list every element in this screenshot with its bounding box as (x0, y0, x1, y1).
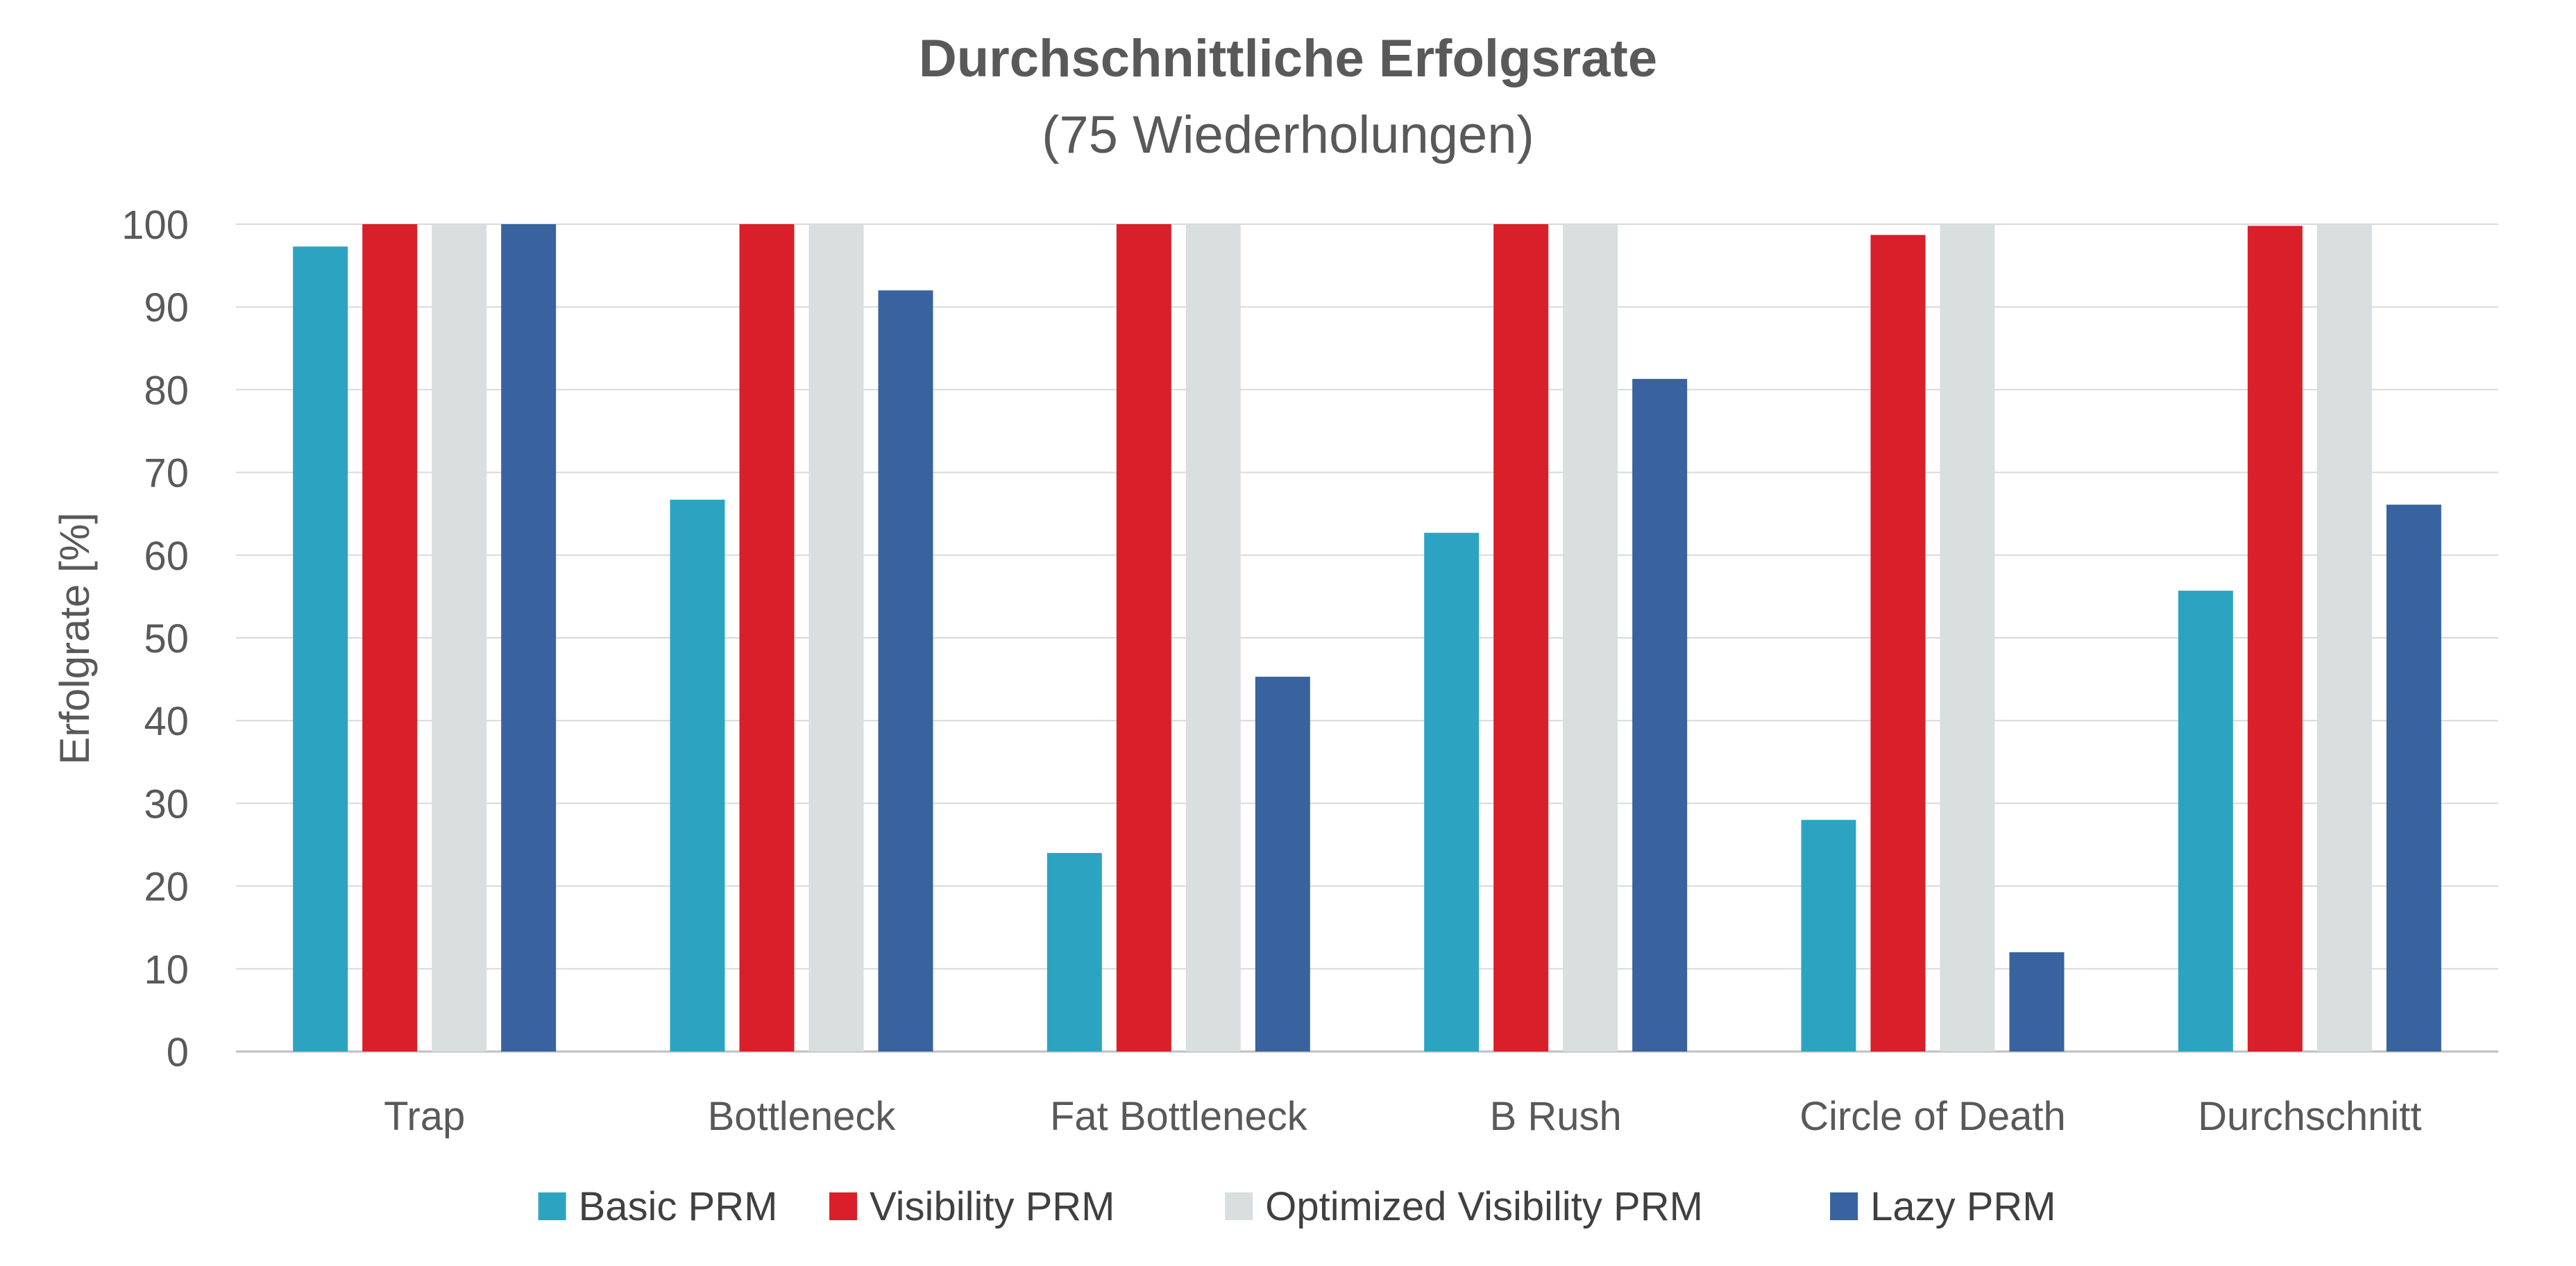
bar (2247, 226, 2303, 1052)
y-tick-label: 80 (144, 368, 189, 413)
x-axis-ticks: Trap Bottleneck Fat Bottleneck B Rush Circle… (384, 1094, 2421, 1139)
bar (1116, 224, 1171, 1052)
gridlines (236, 223, 2498, 1053)
legend-swatch (538, 1192, 566, 1220)
bar (2009, 952, 2065, 1052)
bar (1801, 820, 1856, 1052)
bar (362, 224, 418, 1052)
x-tick-label: Durchschnitt (2198, 1094, 2421, 1139)
x-tick-label: Bottleneck (708, 1094, 897, 1139)
bar (501, 224, 557, 1052)
legend-swatch (1225, 1192, 1253, 1220)
x-tick-label: Circle of Death (1799, 1094, 2066, 1139)
x-tick-label: B Rush (1490, 1094, 1622, 1139)
y-tick-label: 20 (144, 865, 189, 910)
bar (1185, 224, 1241, 1052)
bar (293, 246, 348, 1052)
bar (1424, 532, 1480, 1052)
y-axis-ticks: 0 10 20 30 40 50 60 70 80 90 100 (121, 203, 189, 1075)
x-tick-label: Trap (384, 1094, 465, 1139)
y-tick-label: 100 (121, 203, 189, 248)
legend-label: Basic PRM (579, 1184, 778, 1229)
y-tick-label: 90 (144, 285, 189, 330)
chart-title: Durchschnittliche Erfolgsrate (919, 29, 1657, 88)
bar (432, 224, 487, 1052)
bar (739, 224, 795, 1052)
y-axis-label: Erfolgrate [%] (51, 512, 98, 765)
bar (1632, 378, 1688, 1052)
bar (2316, 224, 2372, 1052)
y-tick-label: 50 (144, 616, 189, 661)
bar (1870, 235, 1926, 1052)
legend-swatch (1830, 1192, 1858, 1220)
legend-label: Visibility PRM (870, 1184, 1115, 1229)
y-tick-label: 60 (144, 534, 189, 579)
bar (1563, 224, 1618, 1052)
legend-label: Optimized Visibility PRM (1265, 1184, 1703, 1229)
bar (1493, 224, 1549, 1052)
y-tick-label: 70 (144, 451, 189, 496)
chart-subtitle: (75 Wiederholungen) (1042, 106, 1534, 164)
bar (2178, 591, 2233, 1052)
x-tick-label: Fat Bottleneck (1050, 1094, 1308, 1139)
y-tick-label: 40 (144, 699, 189, 744)
bar (878, 290, 933, 1052)
y-tick-label: 30 (144, 782, 189, 827)
legend: Basic PRM Visibility PRM Optimized Visibil… (538, 1184, 2056, 1229)
bar (670, 499, 725, 1052)
y-tick-label: 0 (167, 1030, 189, 1075)
bar (1940, 224, 1995, 1052)
legend-label: Lazy PRM (1870, 1184, 2056, 1229)
bar (1046, 852, 1102, 1052)
y-tick-label: 10 (144, 947, 189, 993)
bars (293, 224, 2441, 1052)
bar (2386, 505, 2441, 1052)
bar (808, 224, 864, 1052)
bar (1255, 677, 1310, 1052)
legend-swatch (829, 1192, 858, 1220)
